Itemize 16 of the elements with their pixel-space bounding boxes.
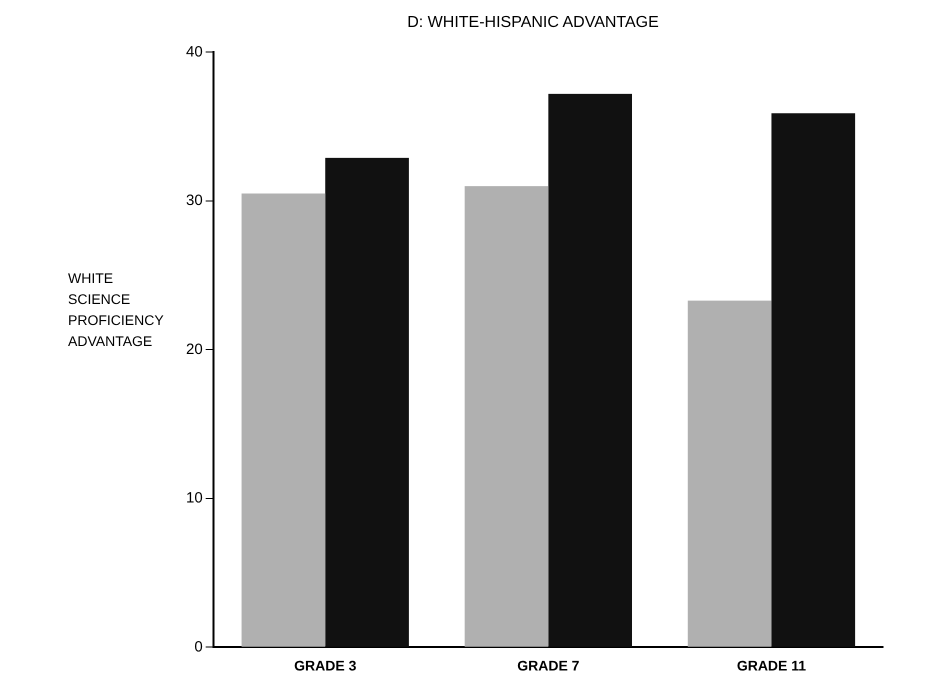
y-tick-label: 20: [186, 340, 203, 358]
bar: [771, 113, 856, 647]
chart-title: D: WHITE-HISPANIC ADVANTAGE: [407, 14, 659, 32]
x-tick-label: GRADE 3: [294, 657, 357, 674]
x-tick-label: GRADE 7: [517, 657, 580, 674]
y-tick-label: 10: [186, 490, 203, 507]
bar: [464, 186, 548, 647]
bar: [688, 300, 772, 647]
bar: [242, 194, 326, 647]
y-tick-label: 0: [194, 638, 203, 656]
bar: [548, 94, 632, 647]
y-tick-label: 40: [186, 43, 203, 60]
y-axis-title: WHITE SCIENCE PROFICIENCY ADVANTAGE: [68, 270, 164, 349]
y-tick-label: 30: [186, 192, 203, 210]
x-tick-label: GRADE 11: [736, 657, 806, 674]
bar: [325, 158, 409, 647]
